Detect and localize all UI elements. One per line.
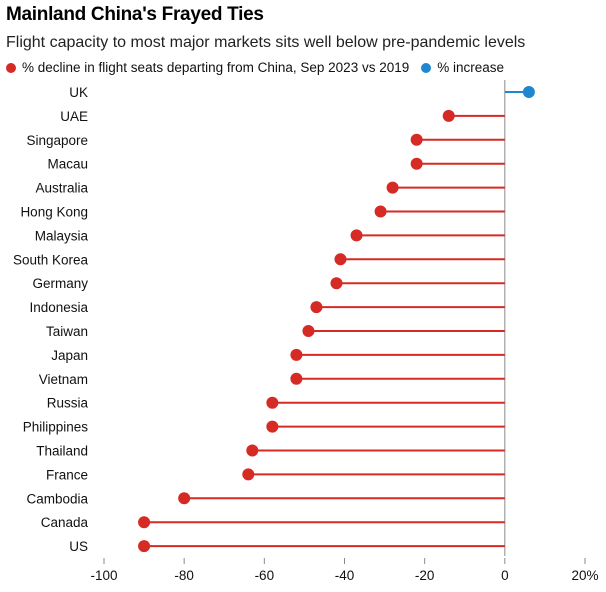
dot-canada xyxy=(138,516,151,529)
category-label-uae: UAE xyxy=(60,109,88,124)
dot-france xyxy=(242,468,255,481)
dot-hong-kong xyxy=(374,205,387,218)
dot-germany xyxy=(330,277,343,290)
category-label-germany: Germany xyxy=(32,276,88,291)
dot-cambodia xyxy=(178,492,191,505)
category-label-russia: Russia xyxy=(47,396,89,411)
dot-australia xyxy=(386,181,399,194)
category-label-us: US xyxy=(69,539,88,554)
dot-south-korea xyxy=(334,253,347,266)
category-label-hong-kong: Hong Kong xyxy=(20,205,88,220)
legend-label-decline: % decline in flight seats departing from… xyxy=(22,60,410,75)
dot-indonesia xyxy=(310,301,323,314)
x-tick-label: 0 xyxy=(501,568,509,583)
x-tick-label: -80 xyxy=(174,568,194,583)
category-label-vietnam: Vietnam xyxy=(39,372,88,387)
dot-malaysia xyxy=(350,229,363,242)
dot-japan xyxy=(290,348,303,361)
dot-philippines xyxy=(266,420,279,433)
dot-thailand xyxy=(246,444,259,457)
category-label-south-korea: South Korea xyxy=(13,252,89,267)
legend-swatch-decline xyxy=(6,62,16,73)
chart-title: Mainland China's Frayed Ties xyxy=(6,4,264,25)
category-label-thailand: Thailand xyxy=(36,444,88,459)
dot-uae xyxy=(442,109,455,122)
legend-item-decline: % decline in flight seats departing from… xyxy=(6,60,409,75)
x-tick-label: -20 xyxy=(415,568,435,583)
dot-macau xyxy=(410,157,423,170)
legend-item-increase: % increase xyxy=(421,60,504,75)
legend: % decline in flight seats departing from… xyxy=(6,60,516,75)
dot-taiwan xyxy=(302,325,315,337)
category-label-japan: Japan xyxy=(51,348,88,363)
legend-label-increase: % increase xyxy=(437,60,505,75)
category-label-uk: UK xyxy=(69,85,88,100)
x-tick-label: -100 xyxy=(90,568,117,583)
category-label-indonesia: Indonesia xyxy=(29,300,88,315)
dot-singapore xyxy=(410,133,423,146)
category-label-france: France xyxy=(46,467,88,482)
chart-subtitle: Flight capacity to most major markets si… xyxy=(6,34,526,51)
dot-vietnam xyxy=(290,372,303,385)
category-label-taiwan: Taiwan xyxy=(46,324,88,339)
x-tick-label: -40 xyxy=(335,568,355,583)
category-label-australia: Australia xyxy=(35,181,88,196)
dot-uk xyxy=(522,86,535,98)
dot-us xyxy=(138,540,151,553)
category-label-malaysia: Malaysia xyxy=(35,228,89,243)
category-label-cambodia: Cambodia xyxy=(26,491,88,506)
dot-russia xyxy=(266,396,279,409)
category-label-singapore: Singapore xyxy=(26,133,88,148)
legend-swatch-increase xyxy=(421,62,432,73)
x-tick-label: -60 xyxy=(255,568,275,583)
category-label-macau: Macau xyxy=(47,157,88,172)
category-label-canada: Canada xyxy=(41,515,89,530)
category-label-philippines: Philippines xyxy=(23,420,89,435)
x-tick-label: 20% xyxy=(571,568,598,583)
